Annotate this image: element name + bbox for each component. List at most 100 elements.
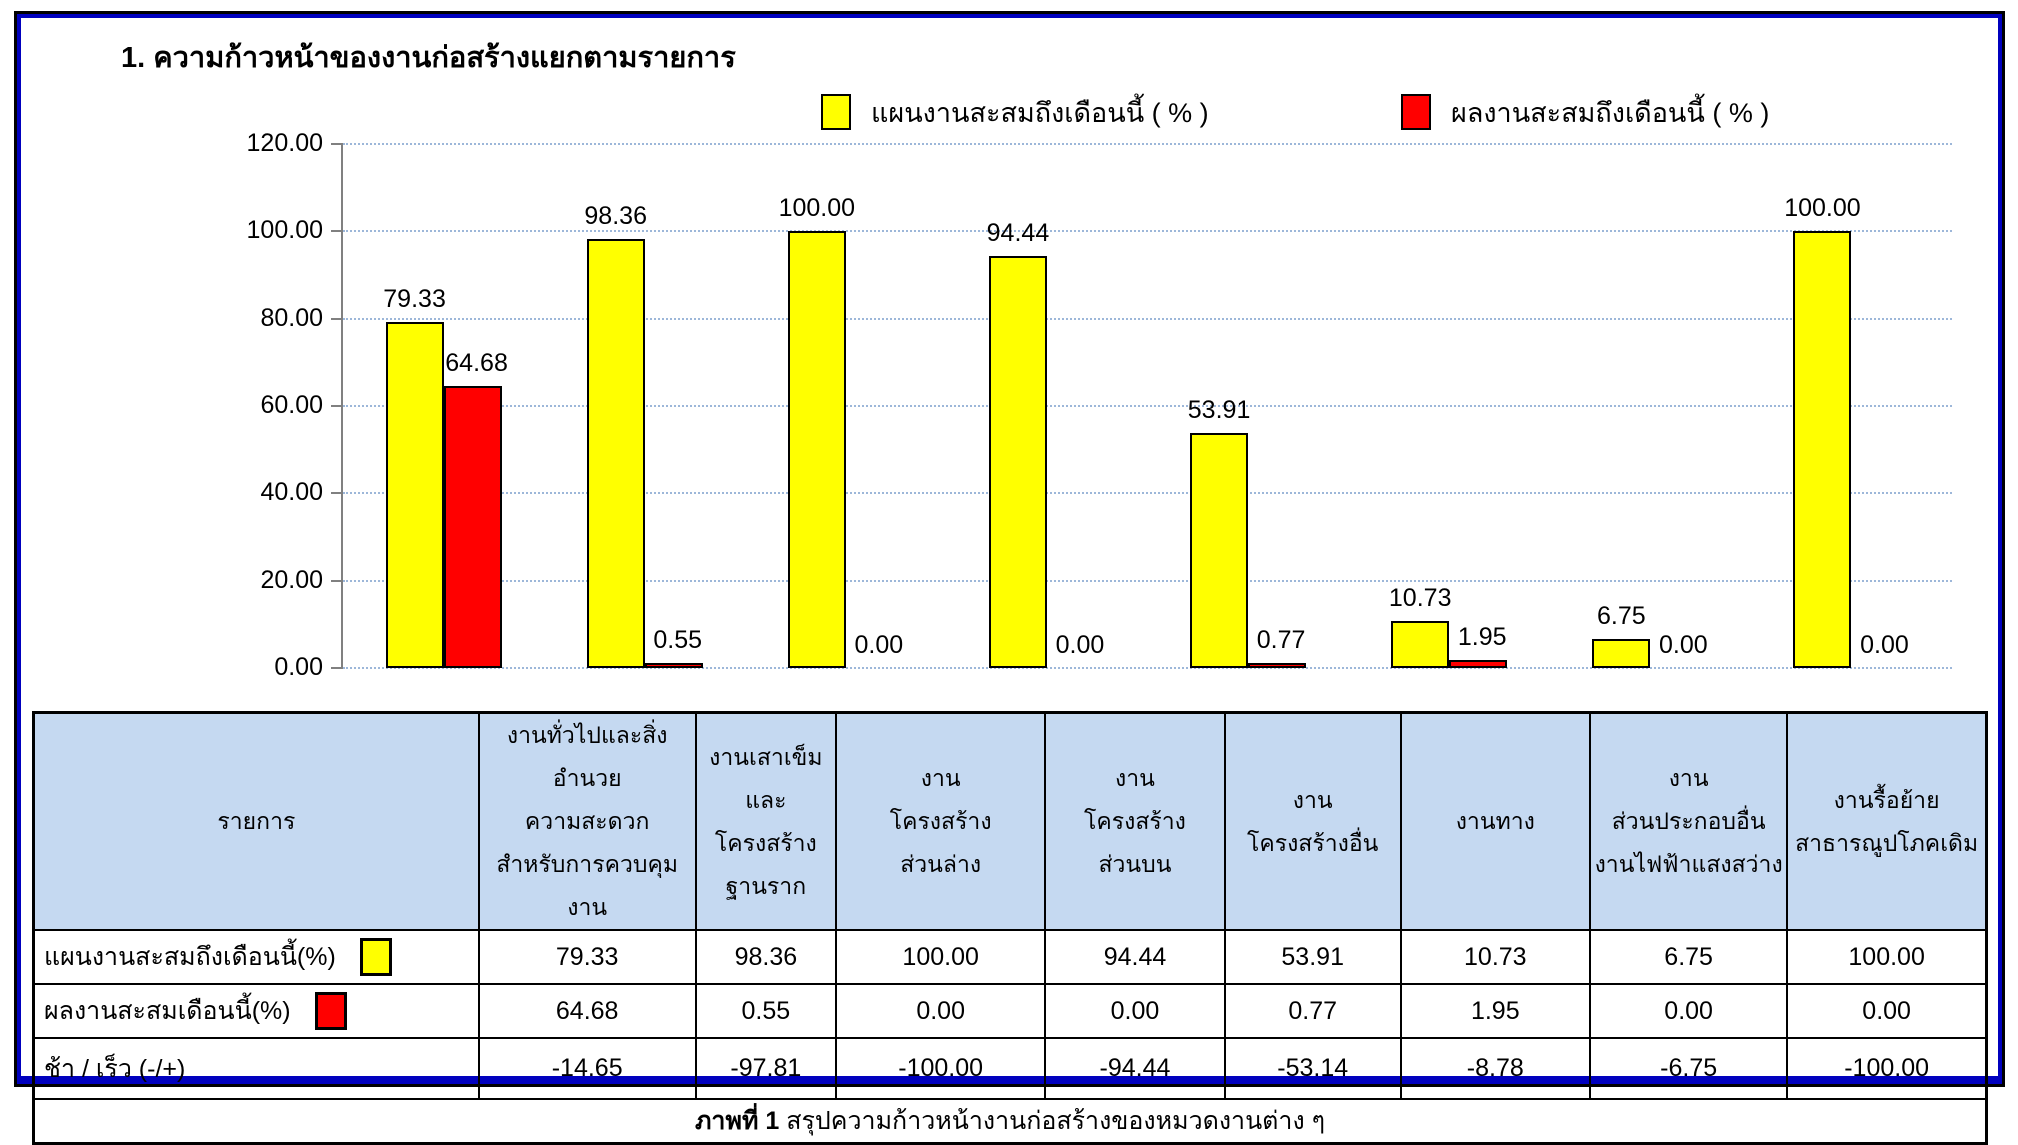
value-cell: -100.00 (1786, 1037, 1988, 1100)
bar-group-1: 79.33 64.68 (343, 144, 544, 668)
value-cell: 6.75 (1589, 929, 1789, 985)
gridline (343, 230, 1952, 233)
header-items-column: รายการ (32, 711, 480, 931)
value-cell: 79.33 (477, 929, 697, 985)
page-content: 1. ความก้าวหน้าของงานก่อสร้างแยกตามรายกา… (21, 18, 1998, 1145)
gridline (343, 492, 1952, 495)
plan-legend-swatch-icon (821, 94, 851, 130)
y-axis-tick-label: 80.00 (260, 303, 323, 332)
row-label: แผนงานสะสมถึงเดือนนี้(%) (44, 943, 336, 971)
value-cell: 0.00 (1044, 983, 1226, 1039)
table-slow-fast-row: ช้า / เร็ว (-/+) -14.65 -97.81 -100.00 -94.4… (32, 1037, 1988, 1100)
header-category-5: งาน โครงสร้างอื่น (1223, 711, 1402, 931)
plan-bar-value-label: 100.00 (778, 194, 856, 223)
value-cell: 0.00 (1786, 983, 1988, 1039)
y-axis-tick (331, 317, 343, 320)
plan-bar (1793, 231, 1852, 668)
value-cell: 94.44 (1044, 929, 1226, 985)
header-category-6: งานทาง (1399, 711, 1592, 931)
value-cell: 0.00 (835, 983, 1047, 1039)
actual-bar (443, 385, 502, 668)
gridline (343, 143, 1952, 145)
actual-bar (644, 663, 703, 668)
actual-bar (1449, 659, 1508, 668)
plan-bar (988, 255, 1047, 668)
bar-group-7: 6.75 0.00 (1550, 144, 1751, 668)
plan-bar-value-label: 6.75 (1596, 601, 1646, 630)
plan-row-swatch-icon (359, 938, 392, 976)
value-cell: 0.77 (1223, 983, 1402, 1039)
header-category-2: งานเสาเข็ม และโครงสร้าง ฐานราก (694, 711, 838, 931)
value-cell: -53.14 (1223, 1037, 1402, 1100)
y-axis-tick (331, 230, 343, 233)
plan-bar-value-label: 10.73 (1388, 584, 1452, 613)
value-cell: 10.73 (1399, 929, 1592, 985)
y-axis-tick (331, 667, 343, 669)
y-axis-tick-label: 40.00 (260, 478, 323, 507)
actual-bar-value-label: 0.00 (1860, 631, 1909, 659)
legend-label: แผนงานสะสมถึงเดือนนี้ ( % ) (871, 97, 1209, 128)
legend-label: ผลงานสะสมถึงเดือนนี้ ( % ) (1451, 97, 1770, 128)
y-axis-tick-label: 60.00 (260, 391, 323, 419)
actual-bar-value-label: 0.55 (653, 626, 703, 654)
plan-bar-value-label: 100.00 (1784, 194, 1861, 223)
plan-bar-value-label: 94.44 (986, 218, 1050, 247)
bar-group-5: 53.91 0.77 (1148, 144, 1349, 668)
y-axis-tick-label: 120.00 (246, 129, 323, 157)
gridline (343, 579, 1952, 582)
header-category-1: งานทั่วไปและสิ่งอำนวย ความสะดวก สำหรับกา… (477, 711, 697, 931)
header-category-3: งาน โครงสร้าง ส่วนล่าง (835, 711, 1047, 931)
plan-bar-value-label: 79.33 (383, 284, 446, 313)
value-cell: 64.68 (477, 983, 697, 1039)
row-label: ผลงานสะสมเดือนนี้(%) (44, 997, 291, 1025)
y-axis-tick (331, 405, 343, 407)
actual-bar-value-label: 0.77 (1256, 626, 1306, 654)
plan-bar-value-label: 53.91 (1187, 395, 1251, 424)
actual-bar (1248, 663, 1307, 668)
plan-bar (1391, 621, 1450, 668)
figure-caption: ภาพที่ 1 สรุปความก้าวหน้างานก่อสร้างของห… (32, 1098, 1988, 1145)
y-axis-tick (331, 492, 343, 495)
row-label-cell: แผนงานสะสมถึงเดือนนี้(%) (32, 929, 480, 985)
report-page: 1. ความก้าวหน้าของงานก่อสร้างแยกตามรายกา… (14, 11, 2005, 1145)
y-axis-tick-label: 100.00 (246, 216, 323, 245)
actual-legend-swatch-icon (1401, 94, 1431, 130)
row-label-cell: ผลงานสะสมเดือนนี้(%) (32, 983, 480, 1039)
value-cell: 0.00 (1589, 983, 1789, 1039)
table-header-row: รายการ งานทั่วไปและสิ่งอำนวย ความสะดวก สำ… (32, 711, 1988, 931)
progress-table: รายการ งานทั่วไปและสิ่งอำนวย ความสะดวก สำ… (32, 711, 1988, 1145)
page-frame: 1. ความก้าวหน้าของงานก่อสร้างแยกตามรายกา… (14, 11, 2005, 1145)
figure-caption-text: สรุปความก้าวหน้างานก่อสร้างของหมวดงานต่า… (779, 1107, 1326, 1135)
table-caption-row: ภาพที่ 1 สรุปความก้าวหน้างานก่อสร้างของห… (32, 1098, 1988, 1145)
bar-chart-plot-area: 120.00 100.00 80.00 60.00 40.00 20.00 0.00 79.3… (247, 131, 1952, 680)
header-category-8: งานรื้อย้าย สาธารณูปโภคเดิม (1786, 711, 1988, 931)
plan-bar (1592, 638, 1651, 668)
y-axis-tick-label: 0.00 (274, 653, 323, 681)
value-cell: -8.78 (1399, 1037, 1592, 1100)
plan-bar (586, 238, 645, 668)
value-cell: -6.75 (1589, 1037, 1789, 1100)
y-axis-tick (331, 579, 343, 582)
value-cell: 98.36 (694, 929, 838, 985)
gridline (343, 405, 1952, 407)
plan-bar (1190, 432, 1249, 668)
y-axis-tick-label: 20.00 (260, 565, 323, 594)
page-title: 1. ความก้าวหน้าของงานก่อสร้างแยกตามรายกา… (121, 42, 736, 74)
y-axis-tick (331, 143, 343, 145)
actual-bar-value-label: 0.00 (854, 631, 904, 659)
bar-group-4: 94.44 0.00 (946, 144, 1147, 668)
legend-item-plan: แผนงานสะสมถึงเดือนนี้ ( % ) (821, 92, 1209, 132)
bar-group-3: 100.00 0.00 (745, 144, 946, 668)
bar-group-8: 100.00 0.00 (1751, 144, 1952, 668)
row-label-cell: ช้า / เร็ว (-/+) (32, 1037, 480, 1100)
legend-item-actual: ผลงานสะสมถึงเดือนนี้ ( % ) (1401, 92, 1769, 132)
value-cell: 1.95 (1399, 983, 1592, 1039)
figure-caption-number: ภาพที่ 1 (694, 1107, 780, 1135)
actual-bar-value-label: 0.00 (1055, 631, 1105, 659)
plan-bar-value-label: 98.36 (584, 201, 647, 230)
value-cell: 53.91 (1223, 929, 1402, 985)
plan-bar (385, 321, 444, 668)
table-actual-row: ผลงานสะสมเดือนนี้(%) 64.68 0.55 0.00 0.00 0.7… (32, 983, 1988, 1039)
header-category-7: งาน ส่วนประกอบอื่น งานไฟฟ้าแสงสว่าง (1589, 711, 1789, 931)
value-cell: -94.44 (1044, 1037, 1226, 1100)
